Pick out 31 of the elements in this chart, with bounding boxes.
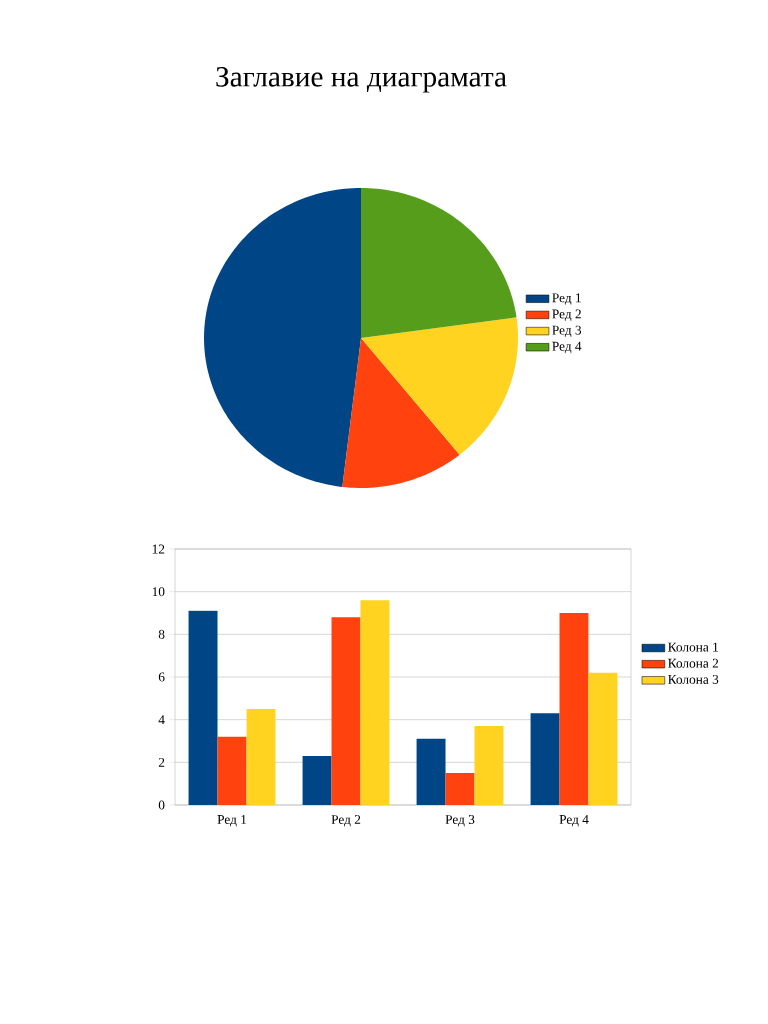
bar [331, 617, 361, 805]
bar [188, 610, 218, 805]
legend-label: Ред 4 [552, 341, 582, 354]
bar [559, 612, 589, 805]
bar [416, 738, 446, 805]
bar [445, 773, 475, 805]
x-tick-label: Ред 2 [331, 815, 361, 827]
bar [474, 726, 504, 805]
y-tick-label: 12 [152, 544, 165, 554]
x-tick-label: Ред 4 [559, 815, 589, 827]
x-tick-label: Ред 1 [217, 815, 247, 827]
bar [360, 600, 390, 805]
x-tick-label: Ред 3 [445, 815, 475, 827]
bar [246, 709, 276, 805]
chart-title: Заглавие на диаграмата [216, 66, 507, 93]
legend-label: Ред 2 [552, 309, 581, 321]
y-tick-label: 4 [158, 715, 165, 725]
bar [302, 755, 332, 805]
y-tick-label: 2 [158, 757, 165, 767]
bar [588, 672, 618, 805]
bar [530, 713, 560, 805]
y-tick-label: 6 [158, 672, 165, 682]
legend-label: Колона 1 [668, 642, 718, 652]
legend-label: Колона 3 [668, 674, 719, 684]
legend-label: Ред 3 [552, 325, 582, 338]
y-tick-label: 0 [158, 800, 165, 810]
y-tick-label: 10 [152, 587, 165, 597]
y-tick-label: 8 [158, 629, 165, 639]
bar [217, 736, 247, 805]
legend-label: Колона 2 [668, 658, 719, 668]
legend-label: Ред 1 [552, 293, 581, 305]
